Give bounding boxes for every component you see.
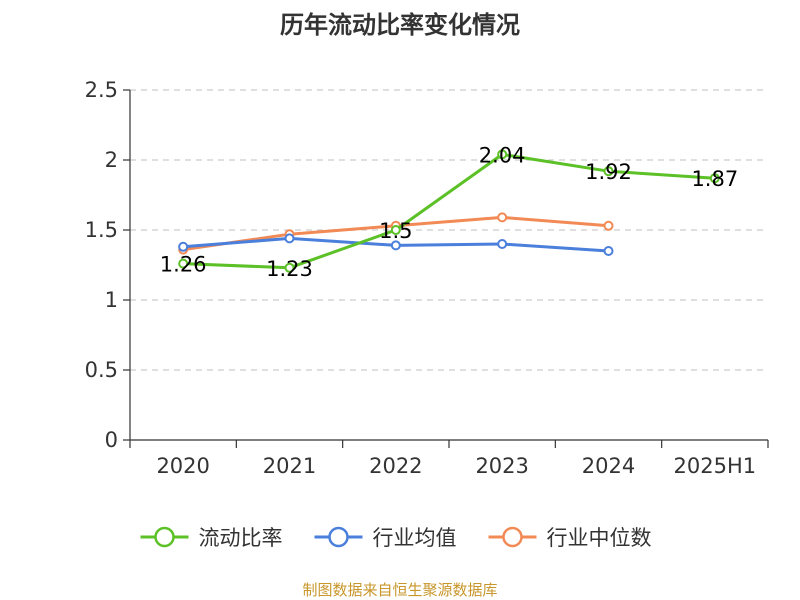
series-lines	[178, 149, 720, 273]
data-point	[390, 240, 401, 251]
x-tick-label: 2021	[263, 454, 316, 478]
x-tick-label: 2023	[475, 454, 528, 478]
axes: 0 0.5 1 1.5 2 2.5 2020 2021 2022 2023 2024 2025H1	[85, 78, 769, 478]
chart-title: 历年流动比率变化情况	[280, 11, 520, 39]
data-point	[603, 220, 614, 231]
y-tick-label: 1.5	[85, 218, 118, 242]
data-point	[178, 258, 189, 269]
legend-label: 行业均值	[373, 526, 457, 550]
gridlines	[130, 89, 768, 371]
y-tick-label: 2	[105, 148, 118, 172]
data-point	[497, 239, 508, 249]
data-point	[390, 225, 401, 235]
data-label: 2.04	[479, 143, 526, 167]
legend-marker	[328, 526, 349, 548]
data-point	[284, 233, 295, 244]
data-point	[603, 166, 614, 177]
legend: 流动比率 行业均值 行业中位数	[140, 526, 652, 550]
data-label: 1.23	[266, 257, 313, 281]
data-point	[603, 246, 614, 256]
data-label: 1.87	[691, 167, 738, 191]
legend-marker	[154, 526, 175, 548]
series-line	[181, 152, 717, 270]
x-tick-label: 2025H1	[674, 454, 757, 478]
legend-label: 流动比率	[199, 526, 283, 550]
source-note: 制图数据来自恒生聚源数据库	[302, 581, 497, 599]
data-point	[497, 149, 508, 160]
data-point	[497, 212, 508, 223]
legend-item: 流动比率	[140, 526, 283, 550]
legend-marker	[502, 526, 523, 548]
y-tick-label: 0.5	[85, 358, 118, 382]
data-label: 1.5	[379, 219, 412, 243]
y-tick-label: 1	[105, 288, 118, 312]
data-point	[178, 241, 189, 252]
data-point	[284, 262, 295, 273]
x-tick-label: 2020	[156, 454, 209, 478]
x-tick-label: 2022	[369, 454, 422, 478]
data-point	[709, 173, 720, 184]
y-tick-label: 0	[105, 428, 118, 452]
legend-label: 行业中位数	[547, 526, 652, 550]
data-label: 1.26	[160, 253, 207, 277]
legend-item: 行业中位数	[488, 526, 652, 550]
legend-item: 行业均值	[314, 526, 457, 550]
y-tick-label: 2.5	[85, 78, 118, 102]
data-label: 1.92	[585, 160, 632, 184]
data-labels: 1.26 1.23 1.5 2.04 1.92 1.87	[160, 143, 738, 280]
x-tick-label: 2024	[582, 454, 635, 478]
